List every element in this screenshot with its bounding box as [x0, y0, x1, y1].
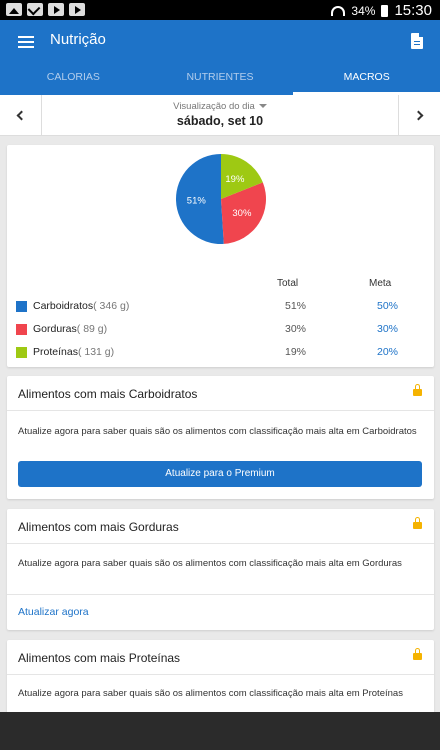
system-status: 34% 15:30	[331, 2, 432, 19]
macro-name: Gorduras	[33, 323, 77, 335]
macro-grams: ( 346 g)	[93, 300, 130, 312]
macro-row-protein: Proteínas( 131 g) 19% 20%	[14, 344, 427, 366]
top-fats-card: Alimentos com mais Gorduras Atualize ago…	[7, 509, 434, 630]
macro-total: 19%	[285, 346, 307, 358]
previous-day-button[interactable]	[0, 95, 42, 136]
macro-goal[interactable]: 30%	[377, 323, 399, 335]
system-navigation-bar	[0, 712, 440, 750]
macros-pie-chart: 51% 30% 19%	[175, 154, 267, 244]
top-proteins-card: Alimentos com mais Proteínas Atualize ag…	[7, 640, 434, 716]
current-date: sábado, set 10	[176, 114, 264, 128]
tab-nutrientes[interactable]: NUTRIENTES	[186, 71, 254, 83]
card-header: Alimentos com mais Proteínas	[7, 640, 434, 675]
date-navigator: Visualização do dia sábado, set 10	[0, 95, 440, 136]
image-icon	[6, 3, 22, 16]
pie-label-protein: 19%	[225, 174, 245, 185]
card-body-text: Atualize agora para saber quais são os a…	[18, 558, 402, 569]
upgrade-link-area: Atualizar agora	[7, 594, 434, 630]
macro-label: Proteínas( 131 g)	[33, 346, 114, 358]
column-header-total: Total	[277, 278, 299, 289]
battery-percent: 34%	[351, 3, 376, 18]
carbs-color-swatch	[16, 301, 27, 312]
battery-icon	[381, 4, 389, 17]
chevron-right-icon	[413, 110, 424, 121]
pie-slice-carbs	[175, 154, 224, 244]
macro-total: 51%	[285, 300, 307, 312]
app-bar: Nutrição CALORIAS NUTRIENTES MACROS	[0, 20, 440, 95]
tab-macros[interactable]: MACROS	[293, 66, 440, 95]
youtube-icon	[48, 3, 64, 16]
card-body-text: Atualize agora para saber quais são os a…	[18, 426, 417, 437]
upgrade-premium-button[interactable]: Atualize para o Premium	[18, 461, 422, 487]
macro-row-carbs: Carboidratos( 346 g) 51% 50%	[14, 298, 427, 320]
document-icon[interactable]	[411, 33, 423, 49]
wifi-icon	[331, 5, 346, 16]
lock-icon	[413, 517, 422, 529]
youtube-icon	[69, 3, 85, 16]
card-body-text: Atualize agora para saber quais são os a…	[18, 688, 403, 699]
pie-label-fat: 30%	[232, 208, 252, 219]
macro-goal[interactable]: 50%	[377, 300, 399, 312]
tab-bar: CALORIAS NUTRIENTES MACROS	[0, 66, 440, 95]
macro-goal[interactable]: 20%	[377, 346, 399, 358]
macro-name: Carboidratos	[33, 300, 94, 312]
macros-card: 51% 30% 19% Total Meta Carboidratos( 346…	[7, 145, 434, 367]
pie-label-carbs: 51%	[187, 195, 207, 206]
card-header: Alimentos com mais Carboidratos	[7, 376, 434, 411]
clock: 15:30	[394, 2, 432, 19]
notification-icons	[6, 3, 85, 16]
macro-label: Carboidratos( 346 g)	[33, 300, 129, 312]
caret-down-icon	[258, 104, 267, 109]
macro-name: Proteínas	[33, 346, 78, 358]
lock-icon	[413, 648, 422, 660]
macro-label: Gorduras( 89 g)	[33, 323, 107, 335]
protein-color-swatch	[16, 347, 27, 358]
tab-calorias[interactable]: CALORIAS	[46, 71, 100, 83]
macro-total: 30%	[285, 323, 307, 335]
pie-slice-protein	[221, 154, 263, 199]
next-day-button[interactable]	[398, 95, 440, 136]
fat-color-swatch	[16, 324, 27, 335]
card-title: Alimentos com mais Proteínas	[18, 651, 181, 665]
page-title: Nutrição	[50, 31, 106, 48]
macro-grams: ( 89 g)	[76, 323, 108, 335]
card-header: Alimentos com mais Gorduras	[7, 509, 434, 544]
upgrade-now-link[interactable]: Atualizar agora	[18, 606, 89, 618]
top-carbs-card: Alimentos com mais Carboidratos Atualize…	[7, 376, 434, 499]
macro-row-fat: Gorduras( 89 g) 30% 30%	[14, 321, 427, 343]
view-selector[interactable]: Visualização do dia	[0, 101, 440, 112]
status-bar: 34% 15:30	[0, 0, 440, 20]
macro-grams: ( 131 g)	[77, 346, 115, 358]
lock-icon	[413, 384, 422, 396]
card-title: Alimentos com mais Carboidratos	[18, 387, 198, 401]
hamburger-icon[interactable]	[18, 36, 34, 48]
column-header-goal: Meta	[369, 278, 392, 289]
pie-slice-fat	[221, 182, 267, 244]
view-label: Visualização do dia	[173, 101, 255, 112]
mail-icon	[27, 3, 43, 16]
card-title: Alimentos com mais Gorduras	[18, 520, 179, 534]
